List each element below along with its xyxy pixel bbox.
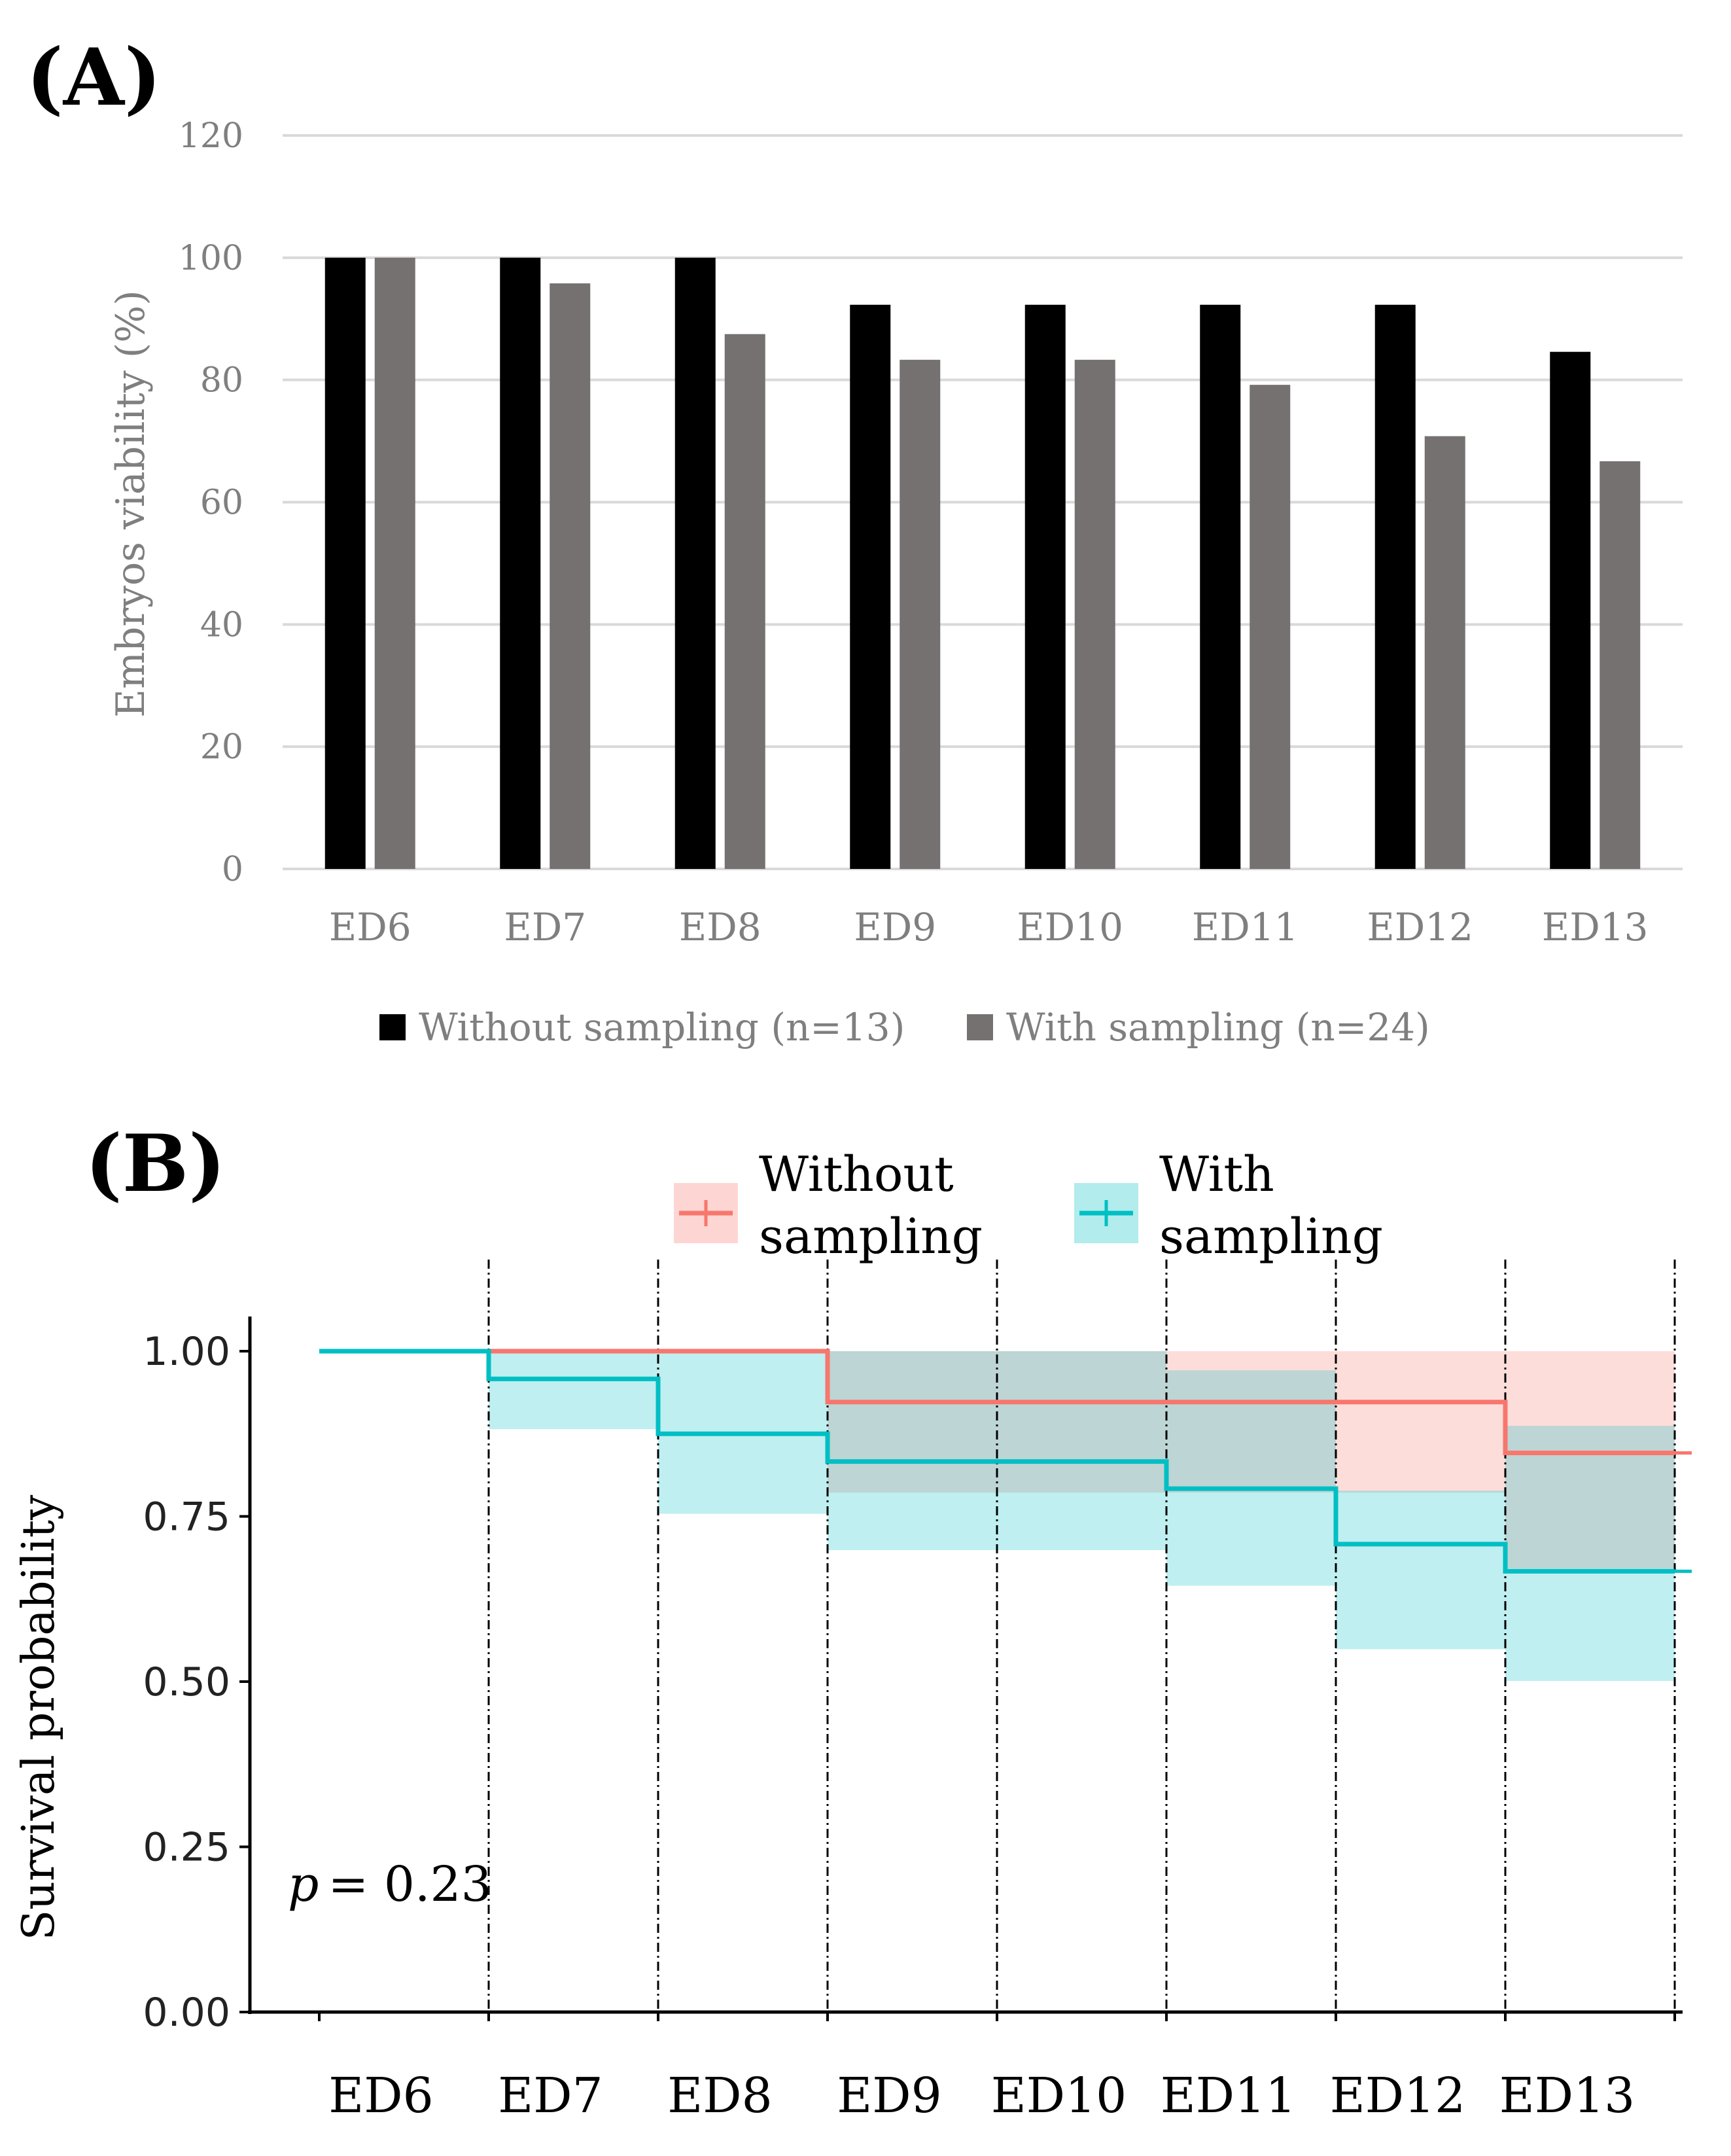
bar-ed8-without-sampling <box>674 257 716 869</box>
panel-a-legend: Without sampling (n=13) With sampling (n… <box>379 1005 1430 1050</box>
x-tick-label-ed11: ED11 <box>1192 905 1299 949</box>
panel-b-label: (B) <box>85 1118 226 1210</box>
y-tick-label-20: 20 <box>200 728 243 767</box>
x-tick-label-ed12: ED12 <box>1367 905 1473 949</box>
panel-a-label: (A) <box>26 31 162 124</box>
y-tick-label-0: 0 <box>222 850 243 889</box>
panel-a: (A) 0 20 40 60 80 100 120 ED6 ED7 ED8 ED9 ED10 ED11… <box>26 31 1683 1050</box>
panel-a-y-axis-label: Embryos viability (%) <box>108 290 154 717</box>
y-tick-label-0-50: 0.50 <box>143 1659 230 1705</box>
y-tick-label-0-75: 0.75 <box>143 1494 230 1540</box>
x-tick-label-ed9: ED9 <box>837 2068 941 2124</box>
x-tick-label-ed11: ED11 <box>1161 2068 1297 2124</box>
y-tick-label-80: 80 <box>200 361 243 400</box>
bar-ed6-with-sampling <box>374 257 415 869</box>
y-tick-label-0-25: 0.25 <box>143 1825 230 1871</box>
bar-ed13-with-sampling <box>1600 461 1641 869</box>
bar-ed11-with-sampling <box>1250 385 1291 869</box>
panel-a-y-ticks: 0 20 40 60 80 100 120 <box>179 116 243 889</box>
p-value-symbol: p <box>288 1856 319 1913</box>
panel-b-y-axis-label: Survival probability <box>13 1494 65 1941</box>
p-value-annotation: p = 0.23 <box>288 1856 492 1913</box>
bar-ed7-without-sampling <box>500 257 541 869</box>
survival-curve-with-sampling <box>319 1349 1675 1574</box>
x-tick-label-ed10: ED10 <box>991 2068 1127 2124</box>
bar-ed9-with-sampling <box>900 359 941 869</box>
bar-ed13-without-sampling <box>1550 351 1591 869</box>
panel-a-grid <box>283 134 1683 870</box>
y-tick-label-120: 120 <box>179 116 243 156</box>
legend-label-with-sampling: With sampling (n=24) <box>1006 1005 1430 1050</box>
bar-ed10-without-sampling <box>1024 304 1066 869</box>
bar-ed9-without-sampling <box>850 304 891 869</box>
legend-label-without-line1: Without <box>759 1146 954 1203</box>
panel-b-reference-lines <box>487 1260 1676 2012</box>
x-tick-label-ed13: ED13 <box>1542 905 1649 949</box>
legend-swatch-without-sampling <box>379 1014 406 1040</box>
x-tick-label-ed7: ED7 <box>504 905 586 949</box>
x-tick-label-ed6: ED6 <box>328 2068 433 2124</box>
survival-curve-without-sampling <box>319 1349 1675 1456</box>
panel-a-bars <box>324 257 1641 870</box>
x-tick-label-ed13: ED13 <box>1499 2068 1635 2124</box>
p-value-text: = 0.23 <box>328 1856 491 1913</box>
x-tick-label-ed10: ED10 <box>1017 905 1123 949</box>
panel-b-categories: ED6 ED7 ED8 ED9 ED10 ED11 ED12 ED13 <box>318 2012 1676 2124</box>
panel-b-legend: Without sampling With sampling <box>674 1146 1383 1265</box>
x-tick-label-ed12: ED12 <box>1330 2068 1466 2124</box>
bar-ed6-without-sampling <box>324 257 366 869</box>
y-tick-label-0-00: 0.00 <box>143 1990 230 2036</box>
panel-b-axes <box>248 1317 1683 2014</box>
legend-label-without-sampling: Without sampling (n=13) <box>419 1005 905 1050</box>
x-tick-label-ed8: ED8 <box>667 2068 772 2124</box>
panel-b-survival-curves <box>319 1349 1692 1574</box>
x-tick-label-ed6: ED6 <box>329 905 411 949</box>
y-tick-label-60: 60 <box>200 484 243 523</box>
bar-ed7-with-sampling <box>550 283 591 869</box>
legend-label-with-line1: With <box>1159 1146 1274 1203</box>
bar-ed8-with-sampling <box>724 334 765 870</box>
x-tick-label-ed7: ED7 <box>498 2068 603 2124</box>
legend-label-without-line2: sampling <box>759 1209 983 1265</box>
bar-ed10-with-sampling <box>1074 359 1115 869</box>
y-tick-label-1-00: 1.00 <box>143 1329 230 1375</box>
bar-ed12-with-sampling <box>1424 436 1465 869</box>
legend-swatch-with-sampling <box>967 1014 993 1040</box>
y-tick-label-100: 100 <box>179 239 243 278</box>
x-tick-label-ed9: ED9 <box>854 905 936 949</box>
legend-label-with-line2: sampling <box>1159 1209 1383 1265</box>
x-tick-label-ed8: ED8 <box>679 905 761 949</box>
bar-ed11-without-sampling <box>1200 304 1241 869</box>
panel-a-categories: ED6 ED7 ED8 ED9 ED10 ED11 ED12 ED13 <box>329 905 1649 949</box>
panel-b: (B) Without sampling With sampling 0.000… <box>13 1118 1692 2124</box>
bar-ed12-without-sampling <box>1374 304 1416 869</box>
y-tick-label-40: 40 <box>200 605 243 645</box>
panel-b-y-ticks: 0.00 0.25 0.50 0.75 1.00 <box>143 1329 250 2036</box>
